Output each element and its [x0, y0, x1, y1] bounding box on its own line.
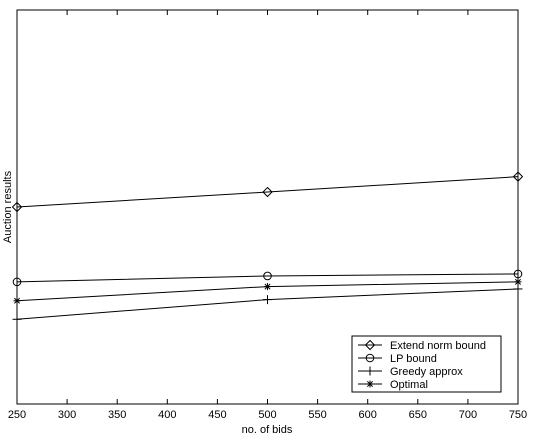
legend-label: LP bound [390, 353, 437, 365]
x-tick-label: 550 [308, 409, 326, 421]
x-tick-label: 600 [359, 409, 377, 421]
data-point-0 [512, 171, 524, 182]
data-point-2 [263, 295, 272, 305]
legend-item: LP bound [358, 353, 437, 365]
legend-label: Greedy approx [390, 366, 463, 378]
data-point-0 [262, 186, 273, 198]
x-tick-label: 400 [158, 409, 176, 421]
series-line-1 [16, 273, 519, 283]
x-tick-label: 650 [409, 409, 427, 421]
legend-item: Optimal [358, 379, 428, 391]
x-axis-label: no. of bids [242, 424, 293, 436]
x-axis-ticks: 250 300 350 400 450 500 550 600 650 700 750 [8, 10, 527, 421]
x-tick-label: 350 [108, 409, 126, 421]
x-tick-label: 250 [8, 409, 26, 421]
legend-label: Extend norm bound [390, 340, 486, 352]
data-point-1 [12, 277, 22, 287]
x-tick-label: 750 [509, 409, 527, 421]
x-tick-label: 450 [208, 409, 226, 421]
legend-label: Optimal [390, 379, 428, 391]
data-point-1 [263, 271, 272, 281]
series-layer [11, 171, 524, 324]
x-tick-label: 300 [58, 409, 76, 421]
y-axis-label: Auction results [2, 170, 14, 243]
legend-item: Greedy approx [358, 366, 463, 378]
data-point-0 [11, 201, 23, 213]
x-tick-label: 500 [258, 409, 276, 421]
x-tick-label: 700 [459, 409, 477, 421]
data-point-3 [514, 278, 522, 286]
legend-marker [364, 339, 376, 351]
legend-marker [366, 380, 374, 388]
data-point-3 [264, 283, 271, 291]
data-point-3 [13, 297, 21, 305]
data-point-2 [513, 284, 523, 294]
legend-marker [365, 353, 375, 363]
legend-item: Extend norm bound [358, 339, 486, 352]
series-line-0 [16, 176, 519, 208]
data-point-2 [12, 314, 22, 324]
data-point-1 [513, 269, 523, 279]
legend-marker [365, 366, 375, 376]
